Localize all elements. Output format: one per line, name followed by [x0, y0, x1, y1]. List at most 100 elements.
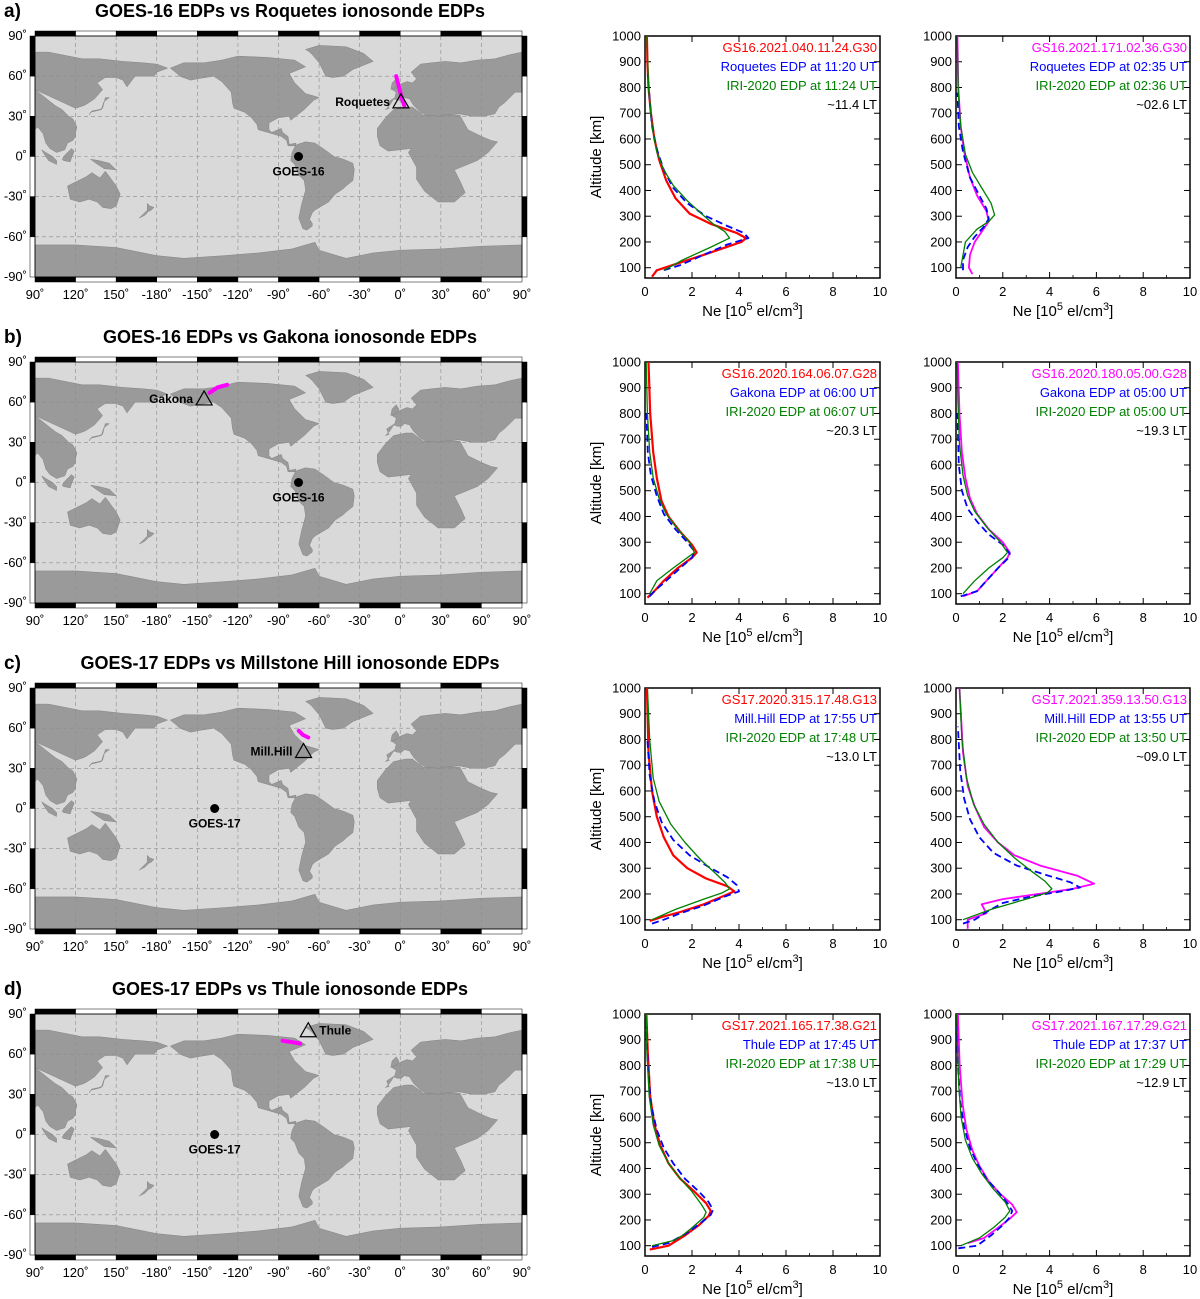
- x-tick-label: 4: [735, 610, 742, 625]
- x-tick-label: 0: [641, 936, 648, 951]
- frame-segment: [359, 356, 401, 363]
- map-panel-1: b) GOES-16 EDPs vs Gakona ionosonde EDPs 9…: [4, 327, 532, 628]
- frame-segment: [318, 602, 360, 609]
- satellite-label: GOES-16: [273, 165, 325, 179]
- frame-segment: [521, 562, 528, 604]
- legend-entry: IRI-2020 EDP at 17:29 UT: [1035, 1056, 1187, 1071]
- x-axis-label-part: 5: [746, 1279, 752, 1291]
- local-time-label: ~20.3 LT: [826, 423, 877, 438]
- y-tick-label: 900: [619, 706, 641, 721]
- lat-tick-label: -60˚: [4, 881, 27, 896]
- landmass: [67, 496, 121, 535]
- frame-segment: [197, 1008, 239, 1015]
- legend-entry: Gakona EDP at 06:00 UT: [730, 385, 877, 400]
- frame-segment: [400, 276, 442, 283]
- frame-segment: [115, 602, 157, 609]
- lon-tick-label: -60˚: [308, 1265, 331, 1280]
- map-panel-0: a) GOES-16 EDPs vs Roquetes ionosonde EDP…: [4, 1, 532, 302]
- landmass: [41, 475, 57, 491]
- frame-segment: [197, 682, 239, 689]
- frame-segment: [197, 30, 239, 37]
- series-line-iono: [645, 413, 696, 597]
- lon-tick-label: 90˚: [26, 1265, 45, 1280]
- frame-segment: [521, 727, 528, 769]
- frame-segment: [29, 848, 36, 890]
- x-axis-label: Ne [105 el/cm3]: [1013, 301, 1114, 320]
- frame-segment: [278, 1254, 320, 1261]
- frame-segment: [400, 356, 442, 363]
- station-label: Mill.Hill: [251, 744, 293, 758]
- lon-tick-label: -90˚: [267, 939, 290, 954]
- station-label: Gakona: [149, 392, 193, 406]
- frame-segment: [29, 116, 36, 157]
- panel-label: a): [4, 1, 21, 22]
- map-frame: [29, 356, 528, 609]
- frame-segment: [197, 1254, 239, 1261]
- ionosonde-triangle-icon: [391, 92, 410, 109]
- y-tick-label: 900: [619, 54, 641, 69]
- legend-entry: IRI-2020 EDP at 02:36 UT: [1035, 78, 1187, 93]
- frame-segment: [237, 356, 279, 363]
- lon-tick-label: 30˚: [431, 287, 450, 302]
- x-tick-label: 6: [1093, 610, 1100, 625]
- x-tick-label: 4: [735, 936, 742, 951]
- frame-segment: [318, 1008, 360, 1015]
- y-tick-label: 300: [619, 535, 641, 550]
- y-tick-label: 200: [619, 1212, 641, 1227]
- y-tick-label: 100: [930, 1238, 952, 1253]
- profile-chart-c-left: 100 200 300 400 500 600 700 800 900 1000 0 2 4 6 8 10 Ne…: [588, 681, 887, 973]
- y-tick-label: 900: [930, 380, 952, 395]
- x-tick-label: 6: [782, 1262, 789, 1277]
- lon-tick-label: 90˚: [26, 939, 45, 954]
- frame-segment: [156, 1008, 198, 1015]
- y-tick-label: 700: [930, 1084, 952, 1099]
- frame-segment: [29, 1174, 36, 1216]
- x-tick-label: 0: [641, 610, 648, 625]
- x-axis-label: Ne [105 el/cm3]: [702, 301, 803, 320]
- series-line-iono: [956, 1026, 1014, 1250]
- frame-segment: [197, 602, 239, 609]
- x-axis-label-part: Ne [10: [1013, 629, 1057, 646]
- y-tick-label: 500: [930, 483, 952, 498]
- x-axis-label-part: el/cm: [753, 1281, 793, 1298]
- y-tick-label: 200: [930, 560, 952, 575]
- frame-segment: [29, 1214, 36, 1256]
- frame-segment: [156, 682, 198, 689]
- x-axis-label-part: ]: [1109, 303, 1113, 320]
- x-axis-label-part: 5: [1057, 627, 1063, 639]
- y-tick-label: 200: [619, 886, 641, 901]
- lat-tick-label: 30˚: [8, 1086, 27, 1101]
- profile-chart-b-right: 100 200 300 400 500 600 700 800 900 1000 0 2 4 6 8 10 Ne…: [923, 355, 1197, 647]
- frame-segment: [237, 1254, 279, 1261]
- lon-tick-label: 0˚: [394, 287, 406, 302]
- lon-tick-label: -120˚: [223, 1265, 253, 1280]
- landmass: [61, 800, 75, 815]
- lat-tick-label: 0˚: [15, 149, 27, 164]
- frame-segment: [521, 1174, 528, 1216]
- y-tick-label: 100: [930, 586, 952, 601]
- landmass: [377, 758, 498, 855]
- landmass: [169, 381, 355, 557]
- frame-segment: [440, 602, 482, 609]
- x-tick-label: 2: [999, 1262, 1006, 1277]
- station-label: Thule: [319, 1024, 351, 1038]
- x-tick-label: 4: [735, 1262, 742, 1277]
- landmass: [88, 749, 111, 768]
- landmass: [88, 1075, 111, 1094]
- x-axis-label: Ne [105 el/cm3]: [1013, 627, 1114, 646]
- lon-tick-label: -30˚: [348, 1265, 371, 1280]
- y-tick-label: 600: [619, 1109, 641, 1124]
- frame-segment: [34, 602, 76, 609]
- map-continents: [34, 1023, 523, 1256]
- x-axis-label-part: el/cm: [753, 955, 793, 972]
- y-tick-label: 600: [930, 783, 952, 798]
- series-line-iri: [958, 687, 1053, 921]
- legend-entry: Thule EDP at 17:45 UT: [743, 1037, 877, 1052]
- landmass: [305, 371, 374, 404]
- frame-segment: [29, 236, 36, 278]
- y-tick-label: 600: [619, 131, 641, 146]
- x-tick-label: 4: [1046, 1262, 1053, 1277]
- y-axis-label: Altitude [km]: [588, 1094, 605, 1177]
- legend-entry: GS17.2021.165.17.38.G21: [722, 1018, 877, 1033]
- y-tick-label: 700: [930, 758, 952, 773]
